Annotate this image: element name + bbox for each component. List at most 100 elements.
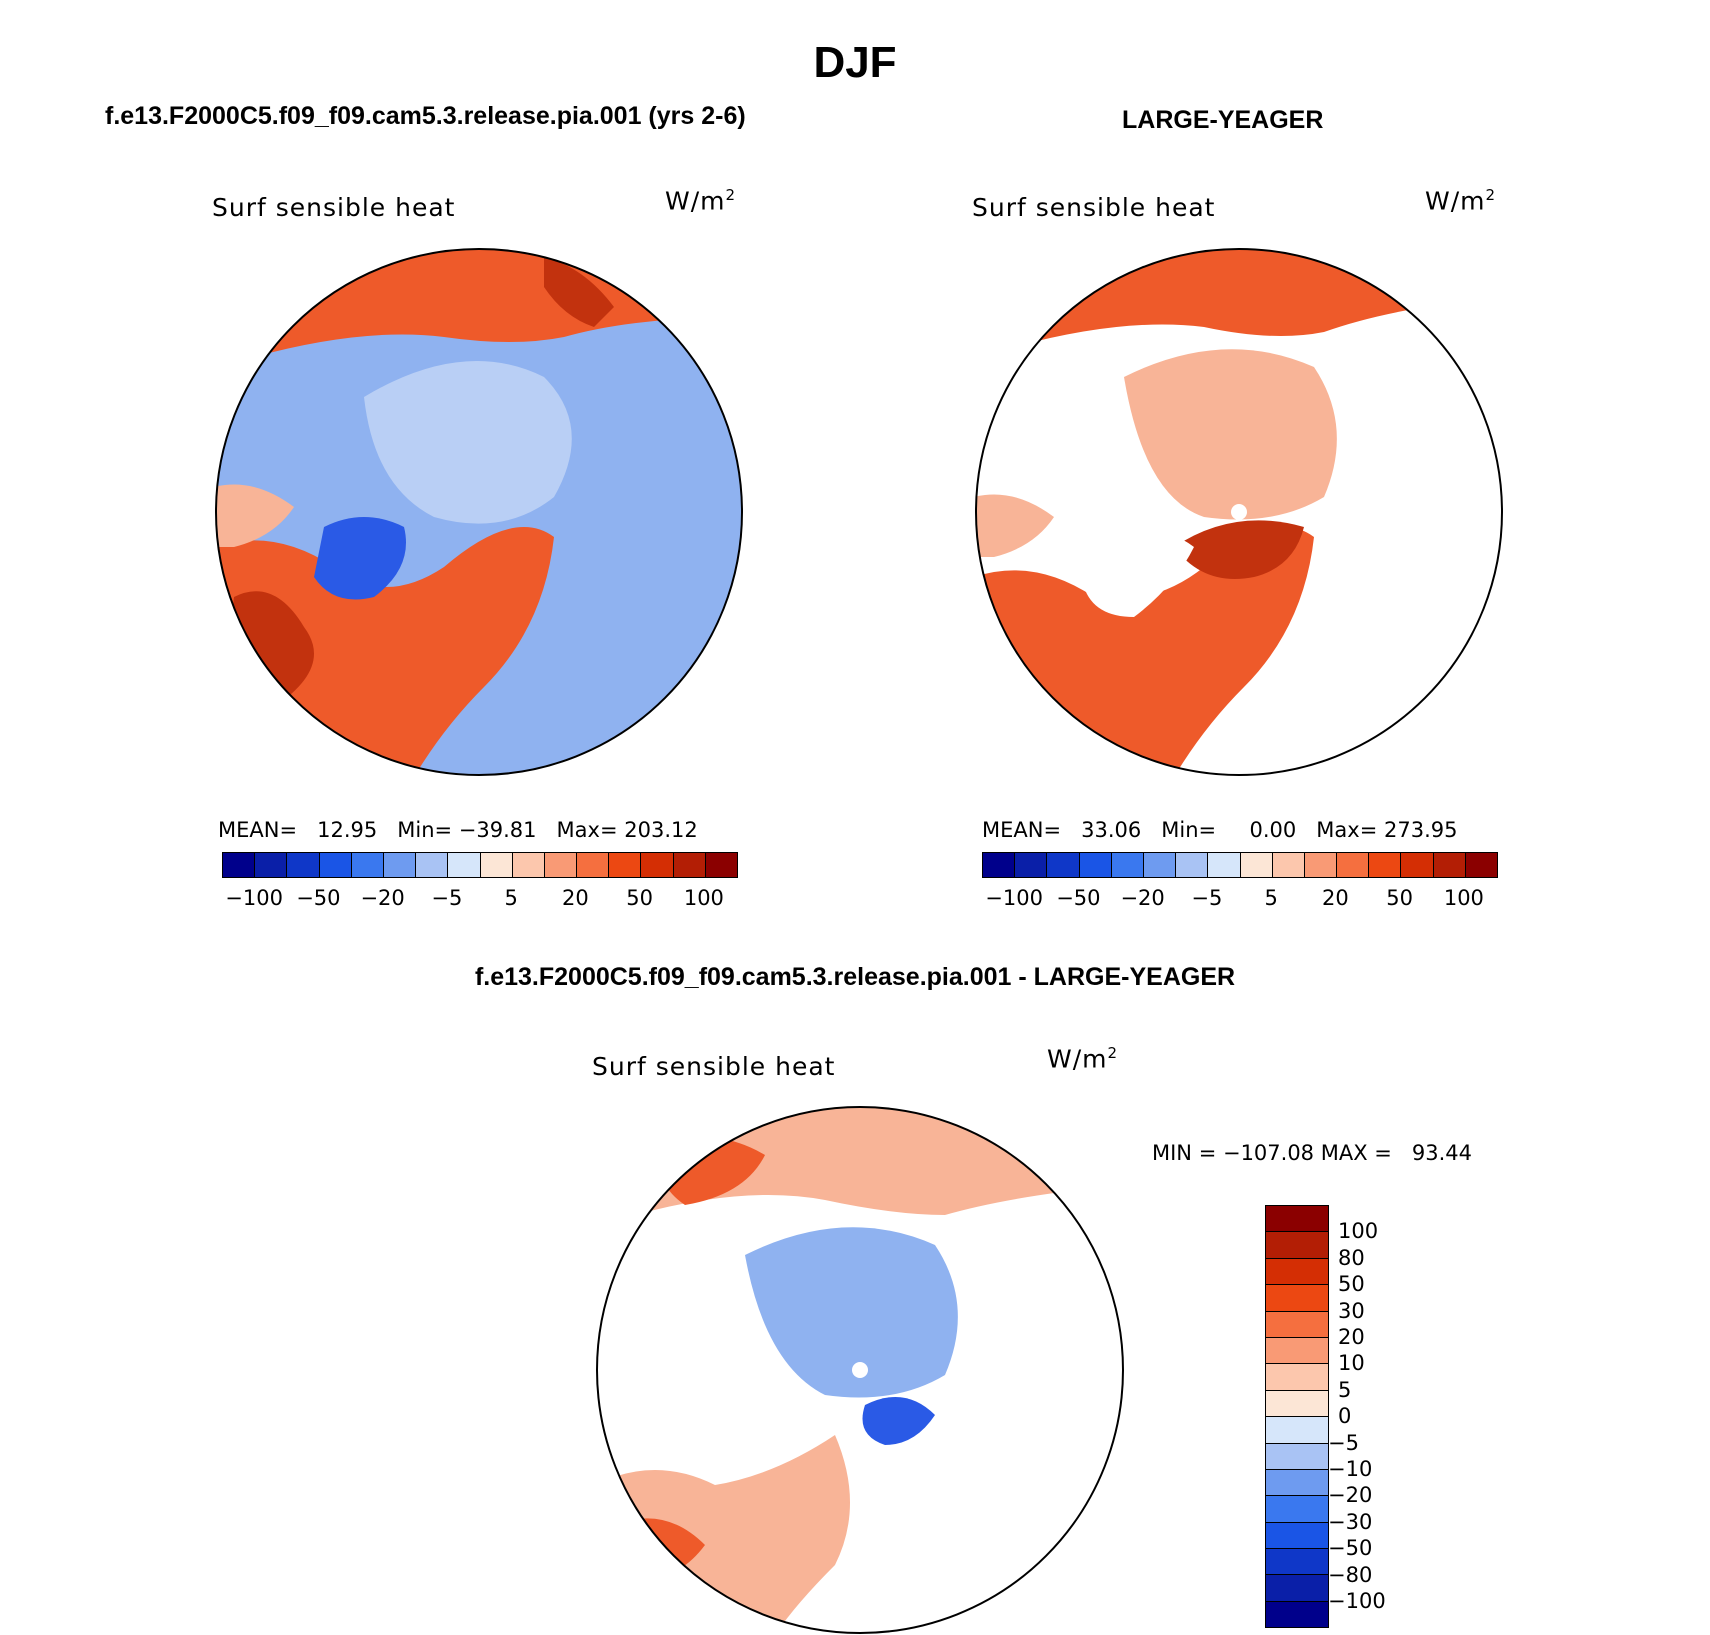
colorbar-tick-label: 20 [1338,1325,1365,1349]
colorbar-swatch [1266,1549,1328,1576]
colorbar-swatch [1015,853,1048,877]
colorbar-swatch [1369,853,1402,877]
arctic-pale-orange [1124,349,1337,520]
colorbar-swatch [1401,853,1434,877]
panel-model-colorbar [222,852,738,878]
colorbar-tick-label: 50 [626,886,653,910]
colorbar-swatch [255,853,288,877]
colorbar-tick-label: −50 [1328,1536,1373,1561]
panel-obs-stats: MEAN= 33.06 Min= 0.00 Max= 273.95 [982,818,1458,842]
colorbar-tick-label: 20 [562,886,589,910]
colorbar-swatch [1111,853,1144,877]
colorbar-tick-label: 50 [1386,886,1413,910]
colorbar-swatch [705,853,737,877]
panel-model-units: W/m2 [665,186,737,216]
pole-dot [852,1362,868,1378]
colorbar-tick-label: −50 [1056,886,1101,910]
colorbar-swatch [577,853,610,877]
panel-model-variable: Surf sensible heat [212,193,456,222]
colorbar-swatch [1176,853,1209,877]
panel-obs-variable: Surf sensible heat [972,193,1216,222]
panel-model-map [215,248,743,776]
colorbar-tick-label: 0 [1338,1404,1352,1429]
panel-diff-units: W/m2 [1047,1044,1119,1074]
colorbar-swatch [319,853,352,877]
colorbar-tick-label: 100 [1338,1219,1379,1244]
hudson-pale [976,494,1054,557]
colorbar-tick-label: 80 [1338,1245,1365,1270]
colorbar-swatch [641,853,674,877]
panel-diff-heading: f.e13.F2000C5.f09_f09.cam5.3.release.pia… [474,963,1236,991]
colorbar-tick-label: 5 [1338,1377,1352,1402]
colorbar-tick-label: 30 [1338,1298,1365,1323]
colorbar-swatch [609,853,642,877]
colorbar-tick-label: −20 [360,886,405,910]
colorbar-tick-label: −5 [431,886,463,910]
colorbar-swatch [1266,1364,1328,1391]
panel-obs-colorbar [982,852,1498,878]
colorbar-swatch [1433,853,1466,877]
colorbar-tick-label: −50 [296,886,341,910]
colorbar-swatch [480,853,513,877]
colorbar-swatch [1143,853,1177,877]
colorbar-swatch [448,853,481,877]
panel-diff-minmax: MIN = −107.08 MAX = 93.44 [1152,1141,1473,1165]
colorbar-swatch [1266,1390,1328,1418]
colorbar-swatch [1465,853,1497,877]
colorbar-swatch [223,853,256,877]
greenland-cold [314,517,406,600]
colorbar-swatch [383,853,417,877]
colorbar-swatch [1266,1232,1328,1259]
colorbar-swatch [416,853,449,877]
colorbar-swatch [1266,1443,1328,1470]
colorbar-tick-label: −20 [1328,1483,1373,1508]
panel-model-heading: f.e13.F2000C5.f09_f09.cam5.3.release.pia… [105,102,746,130]
pacific-dark-core [544,257,614,327]
colorbar-swatch [287,853,320,877]
page-title: DJF [813,38,897,87]
colorbar-tick-label: −100 [225,886,283,910]
colorbar-swatch [1266,1601,1328,1628]
colorbar-tick-label: −5 [1328,1430,1359,1455]
colorbar-swatch [512,853,545,877]
colorbar-swatch [1079,853,1112,877]
panel-obs-heading: LARGE-YEAGER [1122,106,1324,134]
hudson-warm [216,484,294,547]
colorbar-tick-label: 10 [1338,1351,1365,1376]
colorbar-swatch [673,853,706,877]
colorbar-swatch [1266,1522,1328,1550]
colorbar-swatch [1272,853,1305,877]
panel-obs-colorbar-ticks: −100 −50 −20 −5 5 20 50 100 [982,886,1496,914]
greenland-land [1084,529,1194,617]
panel-diff-map [596,1106,1124,1634]
colorbar-tick-label: −5 [1191,886,1223,910]
colorbar-swatch [1266,1285,1328,1312]
panel-model-colorbar-ticks: −100 −50 −20 −5 5 20 50 100 [222,886,736,914]
panel-model-stats: MEAN= 12.95 Min= −39.81 Max= 203.12 [218,818,698,842]
colorbar-tick-label: −10 [1328,1457,1373,1481]
colorbar-swatch [1266,1417,1328,1444]
colorbar-tick-label: −30 [1328,1509,1373,1534]
colorbar-swatch [983,853,1016,877]
colorbar-swatch [1240,853,1273,877]
colorbar-swatch [1266,1258,1328,1286]
colorbar-swatch [1266,1311,1328,1338]
panel-obs-units: W/m2 [1425,186,1497,216]
panel-obs-map [975,248,1503,776]
colorbar-tick-label: −100 [985,886,1043,910]
atlantic-dark-core [1174,520,1304,579]
colorbar-tick-label: −80 [1328,1562,1373,1587]
arctic-ocean-ice [364,361,572,524]
arctic-diff-cold [745,1227,958,1398]
colorbar-swatch [1266,1206,1328,1233]
panel-diff-colorbar-ticks: 100 80 50 30 20 10 5 0 −5 −10 −20 −30 −50 −80 −100 [1328,1205,1418,1615]
colorbar-tick-label: −20 [1120,886,1165,910]
colorbar-tick-label: 5 [504,886,518,910]
colorbar-tick-label: 20 [1322,886,1349,910]
barents-diff-deep [862,1397,935,1445]
colorbar-tick-label: 100 [683,886,724,910]
colorbar-tick-label: −100 [1328,1589,1386,1613]
colorbar-tick-label: 50 [1338,1272,1365,1297]
colorbar-swatch [1266,1469,1328,1497]
colorbar-swatch [1047,853,1080,877]
